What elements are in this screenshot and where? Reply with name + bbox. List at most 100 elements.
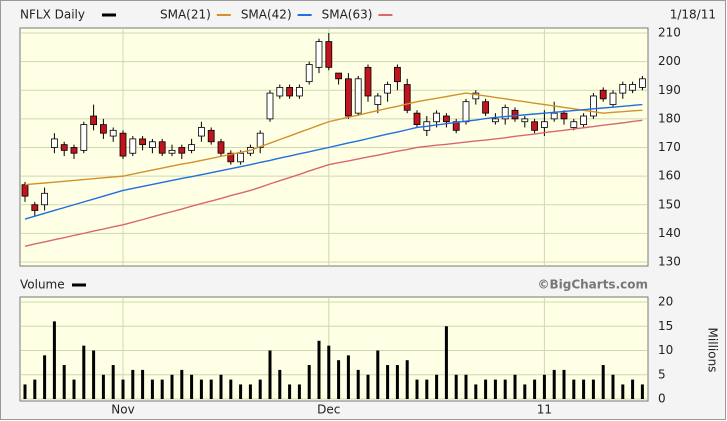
- volume-bar: [415, 379, 419, 399]
- candle-body: [295, 86, 303, 97]
- volume-bar: [199, 379, 203, 399]
- volume-bar: [121, 379, 125, 399]
- candle-body: [580, 115, 587, 125]
- candle-body: [629, 84, 636, 91]
- candle-body: [217, 141, 225, 154]
- y-tick-label: 140: [658, 226, 681, 240]
- candle-body: [344, 78, 352, 117]
- volume-bar: [82, 345, 86, 399]
- candle-body: [482, 101, 490, 114]
- candle-body: [168, 149, 176, 154]
- candle-body: [462, 101, 470, 123]
- volume-bar: [572, 379, 576, 399]
- y-tick-label: 190: [658, 83, 681, 97]
- volume-bar: [307, 365, 311, 399]
- sma-line: [24, 92, 643, 186]
- candle-body: [51, 138, 58, 148]
- y-axis-label: Millions: [706, 328, 720, 373]
- volume-bar: [297, 384, 301, 399]
- chart-title: NFLX Daily: [20, 8, 85, 22]
- candle-body: [286, 86, 294, 97]
- volume-bar: [62, 365, 66, 399]
- candle-body: [41, 192, 48, 206]
- candle-body: [129, 138, 137, 154]
- volume-bar: [356, 369, 360, 399]
- volume-bar: [229, 379, 233, 399]
- candle-body: [403, 84, 411, 111]
- legend-label: SMA(63): [322, 8, 373, 22]
- candle-body: [550, 112, 558, 120]
- y-tick-label: 210: [658, 26, 681, 40]
- candle-body: [433, 112, 441, 123]
- volume-bar: [386, 365, 390, 399]
- volume-bar: [131, 369, 135, 399]
- candle-body: [491, 118, 499, 123]
- date: 1/18/11: [670, 8, 716, 22]
- candle-body: [511, 109, 519, 120]
- volume-bar: [601, 365, 605, 399]
- candle-body: [305, 64, 313, 83]
- y-tick-label: 20: [658, 295, 673, 309]
- volume-bar: [288, 384, 292, 399]
- candle-body: [119, 132, 127, 157]
- y-tick-label: 200: [658, 54, 681, 68]
- candle-body: [237, 152, 245, 163]
- candle-body: [109, 129, 117, 137]
- candle-body: [256, 132, 264, 148]
- volume-bar: [337, 360, 341, 399]
- y-tick-label: 150: [658, 197, 681, 211]
- volume-bar: [562, 369, 566, 399]
- volume-bar: [190, 374, 194, 399]
- volume-bar: [582, 379, 586, 399]
- volume-bar: [591, 379, 595, 399]
- candle-body: [227, 152, 235, 163]
- candle-body: [197, 127, 205, 137]
- candle-body: [531, 121, 538, 131]
- volume-bar: [454, 374, 458, 399]
- y-tick-label: 170: [658, 140, 681, 154]
- volume-bar: [327, 345, 331, 399]
- candle-body: [393, 66, 401, 83]
- volume-bar: [513, 374, 517, 399]
- volume-bar: [92, 350, 96, 399]
- candle-body: [570, 121, 578, 128]
- candle-body: [599, 89, 607, 100]
- candle-body: [148, 141, 156, 148]
- volume-bar: [52, 321, 56, 399]
- candle-body: [325, 41, 333, 68]
- candle-body: [364, 66, 372, 97]
- volume-bar: [474, 384, 478, 399]
- candle-body: [21, 184, 29, 197]
- candle-body: [501, 107, 509, 120]
- volume-bar: [533, 379, 537, 399]
- volume-bar: [425, 379, 429, 399]
- volume-bar: [23, 384, 27, 399]
- volume-bar: [523, 384, 527, 399]
- candle-body: [315, 41, 323, 68]
- candle-body: [442, 115, 450, 123]
- volume-bar: [160, 379, 164, 399]
- volume-bar: [141, 369, 145, 399]
- y-tick-label: 180: [658, 111, 681, 125]
- candle-body: [158, 141, 166, 154]
- candle-body: [266, 92, 274, 120]
- candle-body: [188, 144, 196, 151]
- volume-bar: [43, 355, 47, 399]
- candle-body: [619, 84, 627, 94]
- volume-bar: [150, 379, 154, 399]
- volume-bar: [268, 350, 272, 399]
- volume-bar: [219, 374, 223, 399]
- volume-bar: [464, 374, 468, 399]
- candle-body: [100, 124, 107, 134]
- candle-body: [178, 147, 186, 154]
- candle-body: [335, 72, 343, 80]
- volume-bar: [444, 326, 448, 399]
- candle-body: [609, 92, 617, 105]
- volume-bar: [346, 355, 350, 399]
- volume-bar: [209, 379, 213, 399]
- volume-bar: [170, 374, 174, 399]
- legend-label: SMA(42): [241, 8, 292, 22]
- volume-bar: [631, 379, 635, 399]
- credit: ©BigCharts.com: [537, 278, 648, 292]
